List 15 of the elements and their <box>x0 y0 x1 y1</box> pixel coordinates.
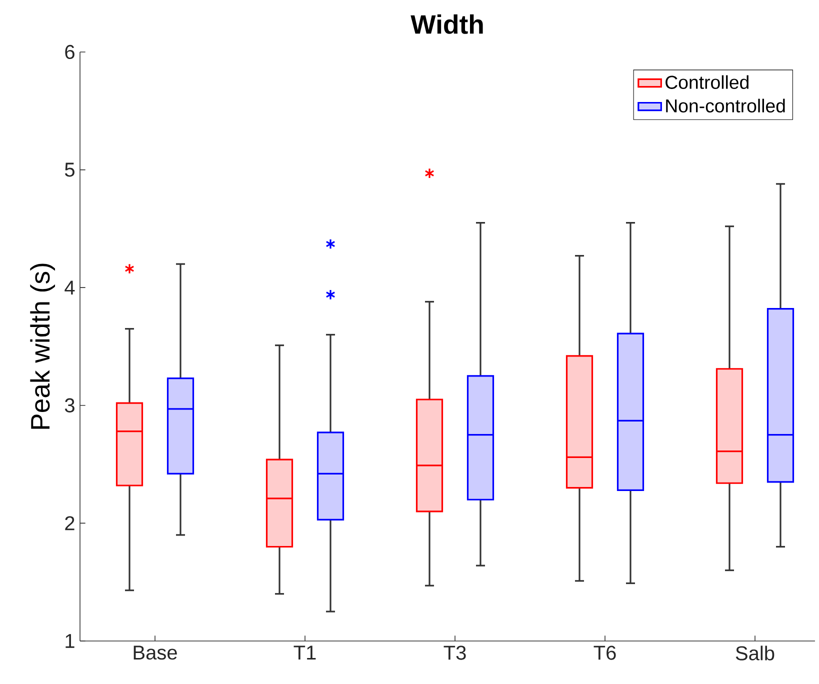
y-tick-label: 6 <box>65 44 74 60</box>
legend-label: Controlled <box>666 75 748 89</box>
y-tick-label: 3 <box>64 398 74 412</box>
x-tick-label: T1 <box>294 646 316 660</box>
y-tick-label: 4 <box>64 280 75 294</box>
chart-title: Width <box>410 14 483 34</box>
x-tick-label: T6 <box>594 646 616 660</box>
y-tick-label: 2 <box>65 516 74 530</box>
legend-label: Non-controlled <box>666 98 785 112</box>
x-tick-label: Base <box>134 646 177 660</box>
y-axis-title: Peak width (s) <box>30 264 56 429</box>
y-tick-label: 5 <box>64 162 74 177</box>
x-tick-label: Salb <box>736 646 774 660</box>
x-tick-label: T3 <box>444 646 466 660</box>
y-tick-label: 1 <box>66 634 74 648</box>
